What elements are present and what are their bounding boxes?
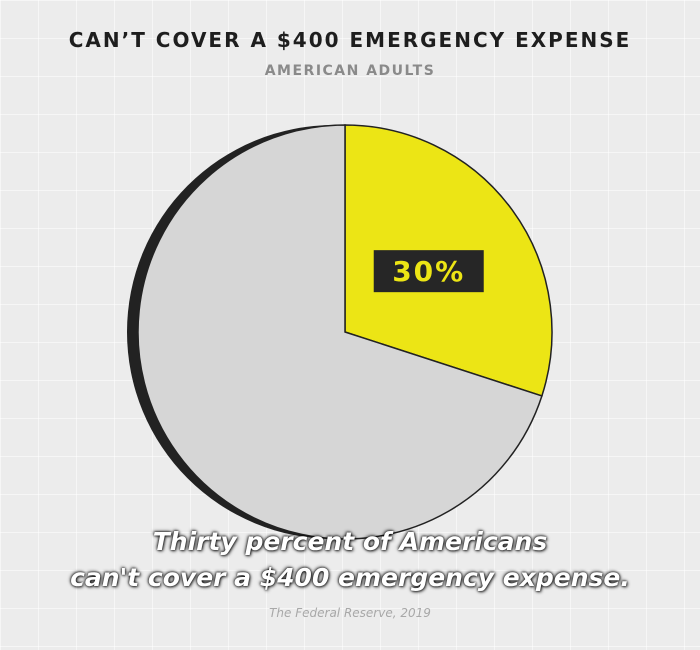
caption: Thirty percent of Americans can't cover … bbox=[0, 524, 700, 596]
caption-line-2: can't cover a $400 emergency expense. bbox=[0, 560, 700, 596]
source-credit: The Federal Reserve, 2019 bbox=[0, 606, 700, 620]
caption-line-1: Thirty percent of Americans bbox=[0, 524, 700, 560]
slice-label: 30% bbox=[392, 255, 465, 288]
pie-labels: 30% bbox=[374, 250, 484, 292]
pie-slices bbox=[138, 125, 552, 539]
